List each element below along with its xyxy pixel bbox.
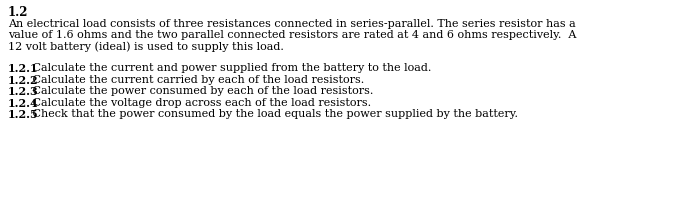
Text: 1.2.4: 1.2.4 xyxy=(8,98,39,109)
Text: Calculate the power consumed by each of the load resistors.: Calculate the power consumed by each of … xyxy=(29,86,373,96)
Text: Check that the power consumed by the load equals the power supplied by the batte: Check that the power consumed by the loa… xyxy=(29,109,518,119)
Text: 12 volt battery (ideal) is used to supply this load.: 12 volt battery (ideal) is used to suppl… xyxy=(8,42,284,52)
Text: 1.2.3: 1.2.3 xyxy=(8,86,39,97)
Text: Calculate the voltage drop across each of the load resistors.: Calculate the voltage drop across each o… xyxy=(29,98,371,108)
Text: An electrical load consists of three resistances connected in series-parallel. T: An electrical load consists of three res… xyxy=(8,19,576,29)
Text: 1.2.1: 1.2.1 xyxy=(8,63,39,74)
Text: 1.2.5: 1.2.5 xyxy=(8,109,39,120)
Text: Calculate the current and power supplied from the battery to the load.: Calculate the current and power supplied… xyxy=(29,63,431,73)
Text: Calculate the current carried by each of the load resistors.: Calculate the current carried by each of… xyxy=(29,75,364,85)
Text: value of 1.6 ohms and the two parallel connected resistors are rated at 4 and 6 : value of 1.6 ohms and the two parallel c… xyxy=(8,30,576,40)
Text: 1.2.2: 1.2.2 xyxy=(8,75,39,86)
Text: 1.2: 1.2 xyxy=(8,6,29,19)
